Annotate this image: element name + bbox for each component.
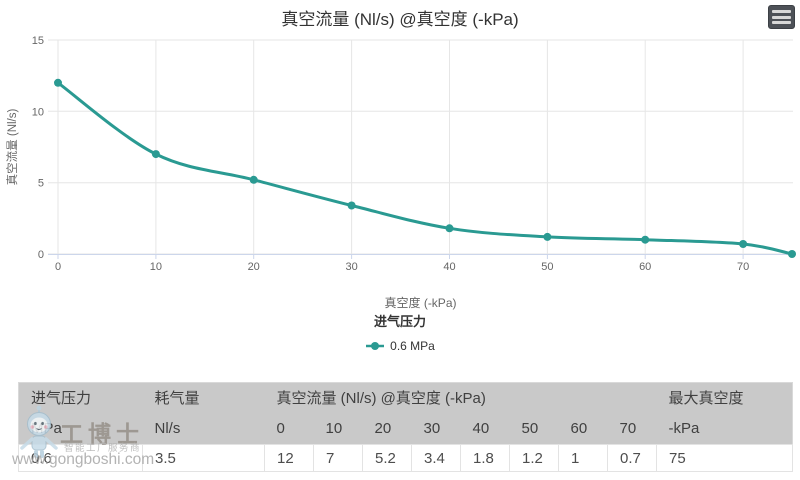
unit-nls: Nl/s: [142, 412, 265, 445]
col-10kpa: 10: [313, 412, 363, 445]
spec-table: 进气压力 耗气量 真空流量 (Nl/s) @真空度 (-kPa) 最大真空度 M…: [18, 382, 794, 472]
plot-area: 0 5 10 15 0 10 20 30 40 50 60 70 真空流量 (Nl/s): [5, 35, 796, 273]
col-70kpa: 70: [607, 412, 657, 445]
y-tick-label: 15: [32, 35, 44, 47]
x-tick-label: 50: [541, 261, 553, 273]
x-tick-label: 10: [150, 261, 162, 273]
table-data-row: 0.6 3.5 12 7 5.2 3.4 1.8 1.2 1 0.7 75: [18, 444, 794, 472]
series-marker: [54, 78, 62, 87]
col-20kpa: 20: [362, 412, 412, 445]
y-tick-label: 10: [32, 106, 44, 118]
col-30kpa: 30: [411, 412, 461, 445]
series-marker: [739, 240, 748, 248]
export-menu-button[interactable]: [768, 5, 795, 29]
series-marker: [641, 235, 650, 244]
header-air-consumption: 耗气量: [142, 382, 265, 413]
value-flow-0: 12: [264, 444, 314, 472]
legend-series-marker-icon: [366, 342, 385, 350]
legend-item-label: 0.6 MPa: [390, 339, 435, 353]
x-tick-label: 70: [737, 261, 749, 273]
value-flow-30: 3.4: [411, 444, 461, 472]
value-flow-50: 1.2: [509, 444, 559, 472]
legend-item-0.6mpa[interactable]: 0.6 MPa: [365, 339, 435, 353]
value-max-vacuum: 75: [656, 444, 794, 472]
series-marker: [543, 232, 552, 241]
y-tick-label: 5: [38, 178, 44, 190]
y-tick-label: 0: [38, 249, 44, 261]
series-marker: [445, 224, 454, 233]
value-flow-40: 1.8: [460, 444, 510, 472]
unit-mpa: MPa: [18, 412, 143, 445]
header-vacuum-flow: 真空流量 (Nl/s) @真空度 (-kPa): [264, 382, 657, 413]
series-marker: [788, 250, 796, 258]
value-flow-20: 5.2: [362, 444, 412, 472]
legend: 进气压力 0.6 MPa: [0, 311, 800, 356]
x-tick-label: 20: [248, 261, 260, 273]
col-40kpa: 40: [460, 412, 510, 445]
col-0kpa: 0: [264, 412, 314, 445]
y-axis-title: 真空流量 (Nl/s): [5, 109, 19, 186]
value-air-consumption: 3.5: [142, 444, 265, 472]
value-flow-60: 1: [558, 444, 608, 472]
x-axis-title: 真空度 (-kPa): [384, 296, 457, 310]
x-tick-label: 60: [639, 261, 651, 273]
series-marker: [151, 150, 160, 159]
chart-title: 真空流量 (Nl/s) @真空度 (-kPa): [281, 10, 519, 29]
value-flow-10: 7: [313, 444, 363, 472]
value-flow-70: 0.7: [606, 444, 658, 472]
value-inlet-pressure: 0.6: [18, 444, 143, 472]
legend-title: 进气压力: [373, 314, 426, 329]
table-header-row-2: MPa Nl/s 0 10 20 30 40 50 60 70 -kPa: [18, 412, 793, 445]
series-line: [56, 81, 794, 256]
col-60kpa: 60: [558, 412, 608, 445]
x-tick-label: 40: [443, 261, 455, 273]
header-inlet-pressure: 进气压力: [18, 382, 143, 413]
series-marker: [249, 175, 258, 184]
header-max-vacuum: 最大真空度: [656, 382, 793, 413]
x-tick-label: 30: [345, 261, 357, 273]
col-50kpa: 50: [509, 412, 559, 445]
unit-neg-kpa: -kPa: [656, 412, 793, 445]
series-marker: [347, 201, 356, 210]
x-tick-label: 0: [55, 261, 61, 273]
table-header-row-1: 进气压力 耗气量 真空流量 (Nl/s) @真空度 (-kPa) 最大真空度: [18, 382, 793, 413]
